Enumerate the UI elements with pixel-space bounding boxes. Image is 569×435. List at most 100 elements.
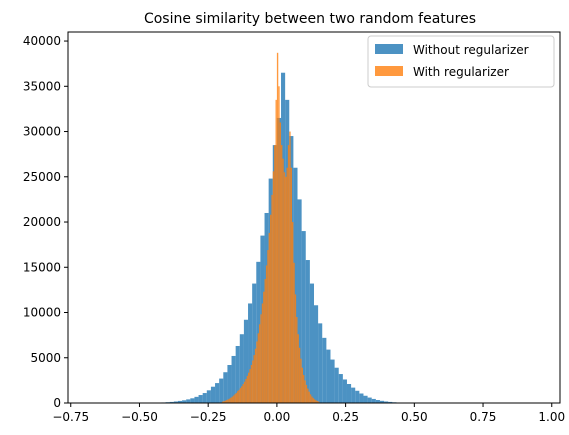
hist-bar	[338, 374, 343, 403]
hist-bar	[250, 365, 253, 403]
hist-bar	[198, 395, 203, 403]
hist-bar	[210, 386, 216, 403]
hist-bar	[276, 52, 279, 404]
hist-bar	[241, 386, 243, 403]
hist-bar	[256, 341, 258, 403]
hist-bar	[223, 401, 225, 403]
hist-bar	[267, 250, 269, 403]
hist-bar	[293, 262, 295, 403]
hist-bar	[215, 383, 220, 403]
hist-bar	[367, 397, 372, 403]
hist-bar	[309, 394, 312, 403]
hist-bar	[314, 305, 319, 403]
hist-bar	[231, 355, 236, 403]
hist-bar	[186, 399, 191, 403]
legend-swatch-with-regularizer	[375, 66, 403, 76]
legend-swatch-without-regularizer	[375, 44, 403, 54]
hist-bar	[243, 319, 249, 403]
hist-bar	[298, 347, 301, 403]
legend-label-with-regularizer: With regularizer	[413, 65, 509, 79]
hist-bar	[304, 380, 306, 403]
hist-bar	[182, 400, 187, 403]
hist-bar	[270, 214, 272, 403]
hist-bar	[256, 261, 261, 403]
hist-bar	[297, 334, 299, 403]
y-tick-label: 35000	[23, 79, 61, 93]
hist-bar	[318, 401, 320, 403]
hist-bar	[259, 324, 261, 403]
hist-bar	[342, 379, 347, 403]
hist-bar	[375, 400, 380, 403]
x-tick-label: 0.00	[264, 410, 291, 424]
legend-frame	[367, 35, 555, 88]
y-tick-label: 20000	[23, 215, 61, 229]
hist-bar	[260, 314, 262, 403]
hist-bar	[305, 384, 308, 403]
hist-bar	[283, 172, 286, 403]
hist-bar	[221, 401, 224, 403]
hist-bar	[252, 360, 254, 403]
hist-bar	[294, 294, 297, 403]
hist-bar	[312, 398, 314, 403]
hist-bar	[246, 375, 249, 403]
hist-bar	[248, 303, 253, 403]
hist-bar	[307, 388, 309, 403]
hist-bar	[235, 345, 240, 403]
hist-bar	[326, 349, 331, 403]
hist-bar	[228, 398, 231, 403]
hist-bar	[263, 291, 265, 403]
legend: Without regularizer With regularizer	[367, 35, 555, 88]
y-tick-label: 15000	[23, 260, 61, 274]
hist-bar	[371, 398, 376, 403]
hist-bar	[334, 367, 339, 403]
hist-bar	[223, 372, 228, 403]
hist-bar	[264, 279, 266, 403]
hist-bar	[282, 158, 284, 403]
hist-bar	[301, 367, 303, 403]
plot-frame	[67, 31, 561, 404]
hist-bar	[351, 387, 356, 403]
hist-bar	[346, 384, 352, 403]
hist-bar	[315, 400, 317, 403]
hist-bar	[231, 396, 233, 403]
hist-bar	[289, 131, 291, 404]
hist-bar	[292, 222, 294, 403]
hist-bar	[268, 232, 271, 403]
hist-bar	[202, 393, 207, 403]
y-tick-label: 30000	[23, 125, 61, 139]
hist-bar	[235, 393, 238, 403]
x-tick-label: 0.50	[401, 410, 428, 424]
hist-bar	[237, 391, 239, 403]
y-tick-label: 0	[53, 396, 61, 410]
hist-bar	[278, 86, 280, 403]
hist-bar	[279, 122, 282, 404]
hist-bar	[226, 400, 228, 403]
hist-bar	[309, 283, 314, 403]
hist-bar	[281, 145, 283, 404]
y-tick-label: 25000	[23, 170, 61, 184]
x-tick-label: −0.50	[121, 410, 158, 424]
hist-bar	[245, 379, 247, 403]
hist-bar	[297, 199, 302, 403]
hist-bar	[230, 397, 232, 403]
hist-bar	[173, 401, 178, 403]
series-1	[221, 52, 320, 404]
hist-bar	[322, 337, 327, 403]
hist-bar	[300, 358, 302, 403]
hist-bar	[274, 145, 276, 404]
hist-bar	[305, 260, 310, 403]
hist-bar	[253, 355, 255, 403]
hist-bar	[311, 396, 313, 403]
x-tick-label: 0.25	[332, 410, 359, 424]
legend-label-without-regularizer: Without regularizer	[413, 43, 529, 57]
hist-bar	[296, 317, 298, 403]
hist-bar	[194, 396, 199, 403]
hist-bar	[303, 374, 305, 403]
hist-bar	[190, 398, 195, 403]
hist-bar	[285, 176, 287, 403]
x-tick-label: −0.25	[190, 410, 227, 424]
hist-bar	[359, 393, 364, 403]
hist-bar	[227, 365, 232, 403]
hist-bar	[206, 390, 211, 403]
